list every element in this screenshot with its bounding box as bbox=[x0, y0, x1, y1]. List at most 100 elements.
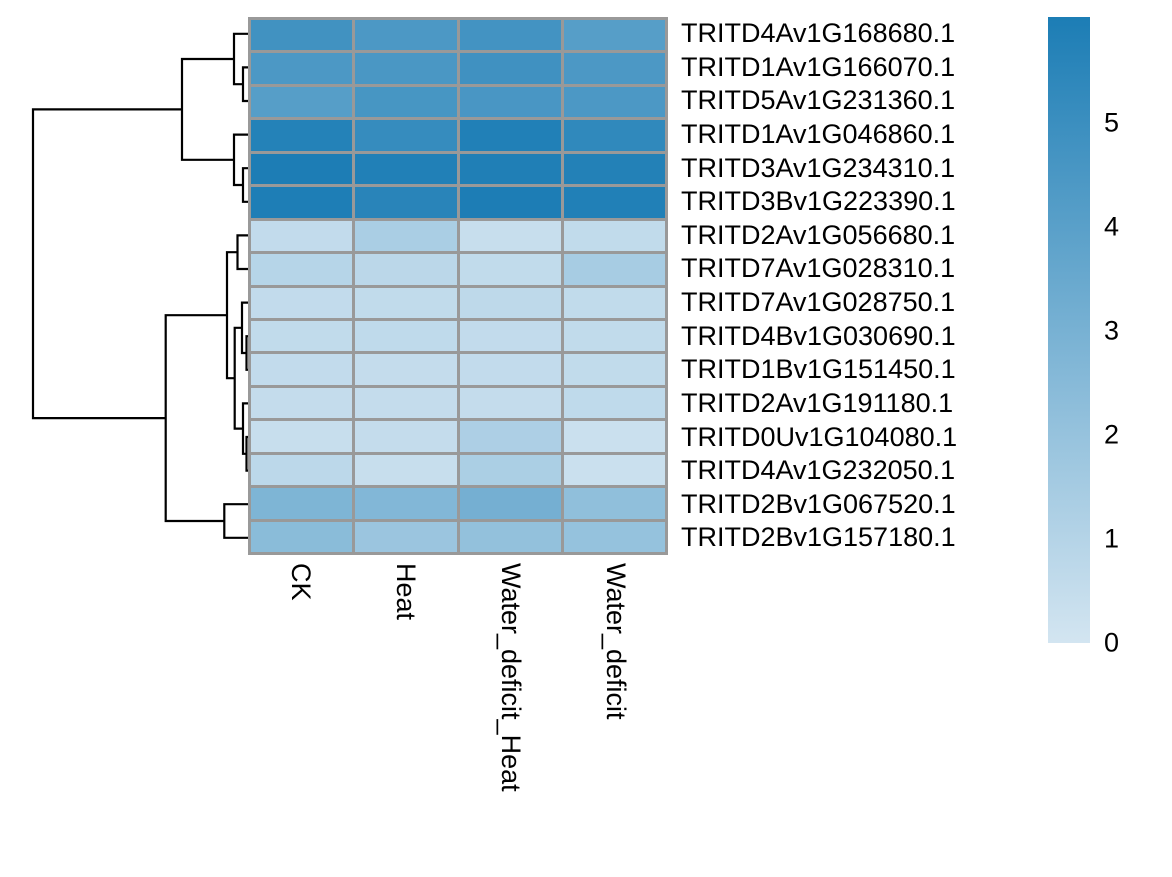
heatmap-cell-r16c3 bbox=[459, 521, 561, 552]
heatmap-cell-r6c4 bbox=[563, 187, 665, 218]
row-labels: TRITD4Av1G168680.1 TRITD1Av1G166070.1 TRIT… bbox=[681, 17, 1041, 555]
heatmap-cell-r15c3 bbox=[459, 488, 561, 519]
colorbar-tick-label: 2 bbox=[1104, 419, 1120, 450]
dendrogram-branch bbox=[223, 503, 248, 539]
heatmap-cell-r7c1 bbox=[251, 220, 353, 252]
heatmap-cell-r7c4 bbox=[563, 220, 665, 252]
heatmap-cell-r10c2 bbox=[355, 320, 457, 352]
heatmap-cell-r3c1 bbox=[251, 86, 353, 118]
heatmap-cell-r1c2 bbox=[355, 20, 457, 51]
row-label: TRITD4Av1G168680.1 bbox=[681, 18, 956, 48]
heatmap-cell-r4c3 bbox=[459, 120, 561, 151]
heatmap-cell-r10c3 bbox=[459, 320, 561, 352]
row-label: TRITD7Av1G028750.1 bbox=[681, 287, 956, 317]
colorbar-tick-label: 4 bbox=[1104, 211, 1120, 242]
heatmap-cell-r8c1 bbox=[251, 254, 353, 285]
dendrogram-branch bbox=[236, 234, 248, 271]
colorbar-tick-label: 5 bbox=[1104, 107, 1120, 138]
heatmap-cell-r16c1 bbox=[251, 521, 353, 552]
heatmap-cell-r1c4 bbox=[563, 20, 665, 51]
dendrogram-branch bbox=[164, 314, 227, 523]
row-label: TRITD5Av1G231360.1 bbox=[681, 85, 956, 116]
heatmap-cell-r11c3 bbox=[459, 354, 561, 385]
heatmap-cell-r1c3 bbox=[459, 20, 561, 51]
heatmap-cell-r14c1 bbox=[251, 454, 353, 486]
heatmap-cell-r9c4 bbox=[563, 287, 665, 318]
heatmap-cell-r3c4 bbox=[563, 86, 665, 118]
heatmap-cell-r2c2 bbox=[355, 53, 457, 84]
row-label: TRITD2Av1G191180.1 bbox=[681, 387, 954, 418]
dendrogram-branch bbox=[232, 133, 248, 187]
row-label: TRITD3Bv1G223390.1 bbox=[681, 186, 956, 217]
column-label: Heat bbox=[391, 563, 421, 621]
row-label: TRITD7Av1G028310.1 bbox=[681, 253, 956, 284]
heatmap-cell-r5c4 bbox=[563, 153, 665, 185]
column-label: CK bbox=[286, 563, 316, 601]
row-dendrogram bbox=[31, 32, 248, 539]
colorbar-tick-label: 0 bbox=[1104, 627, 1120, 658]
colorbar-gradient bbox=[1048, 17, 1090, 643]
heatmap-cell-r15c2 bbox=[355, 488, 457, 519]
heatmap-cell-r10c1 bbox=[251, 320, 353, 352]
heatmap-cell-r13c1 bbox=[251, 421, 353, 452]
dendrogram-branch bbox=[180, 57, 234, 161]
heatmap-cell-r15c1 bbox=[251, 488, 353, 519]
heatmap-cell-r5c1 bbox=[251, 153, 353, 185]
heatmap-cell-r4c4 bbox=[563, 120, 665, 151]
row-label: TRITD3Av1G234310.1 bbox=[681, 152, 956, 183]
heatmap-cell-r13c2 bbox=[355, 421, 457, 452]
heatmap-cell-r3c3 bbox=[459, 86, 561, 118]
dendrogram-branch bbox=[232, 32, 248, 86]
row-label: TRITD4Bv1G030690.1 bbox=[681, 320, 956, 351]
heatmap-cell-r6c3 bbox=[459, 187, 561, 218]
heatmap-cell-r6c2 bbox=[355, 187, 457, 218]
heatmap-cell-r13c3 bbox=[459, 421, 561, 452]
heatmap-cell-r14c2 bbox=[355, 454, 457, 486]
heatmap-cell-r11c1 bbox=[251, 354, 353, 385]
heatmap-cell-r7c3 bbox=[459, 220, 561, 252]
heatmap-cell-r2c1 bbox=[251, 53, 353, 84]
dendrogram-branch bbox=[225, 251, 238, 380]
heatmap-cell-r16c2 bbox=[355, 521, 457, 552]
heatmap-cell-r11c4 bbox=[563, 354, 665, 385]
heatmap-cell-r9c2 bbox=[355, 287, 457, 318]
heatmap-cell-r14c4 bbox=[563, 454, 665, 486]
heatmap-cell-r13c4 bbox=[563, 421, 665, 452]
heatmap-cell-r9c1 bbox=[251, 287, 353, 318]
dendrogram-branch bbox=[31, 108, 182, 420]
heatmap-cell-r16c4 bbox=[563, 521, 665, 552]
heatmap-cell-r15c4 bbox=[563, 488, 665, 519]
colorbar-tick-label: 3 bbox=[1104, 315, 1120, 346]
row-label: TRITD2Bv1G067520.1 bbox=[681, 488, 956, 519]
heatmap-cell-r4c1 bbox=[251, 120, 353, 151]
heatmap-cell-r1c1 bbox=[251, 20, 353, 51]
row-label: TRITD2Bv1G157180.1 bbox=[681, 522, 956, 553]
column-label: Water_deficit bbox=[601, 563, 631, 720]
heatmap-cell-r5c2 bbox=[355, 153, 457, 185]
colorbar-tick-label: 1 bbox=[1104, 523, 1120, 554]
heatmap-cell-r9c3 bbox=[459, 287, 561, 318]
heatmap-cell-r5c3 bbox=[459, 153, 561, 185]
row-label: TRITD1Av1G046860.1 bbox=[681, 118, 956, 149]
heatmap-cell-r10c4 bbox=[563, 320, 665, 352]
row-label: TRITD4Av1G232050.1 bbox=[681, 455, 956, 486]
heatmap-cell-r12c4 bbox=[563, 387, 665, 419]
row-label: TRITD2Av1G056680.1 bbox=[681, 219, 956, 250]
heatmap-cell-r14c3 bbox=[459, 454, 561, 486]
heatmap-cell-r2c3 bbox=[459, 53, 561, 84]
heatmap-grid bbox=[248, 17, 668, 555]
heatmap-cell-r2c4 bbox=[563, 53, 665, 84]
heatmap-cell-r3c2 bbox=[355, 86, 457, 118]
column-label: Water_deficit_Heat bbox=[496, 563, 526, 792]
heatmap-cell-r8c2 bbox=[355, 254, 457, 285]
row-label: TRITD1Bv1G151450.1 bbox=[681, 354, 956, 385]
heatmap-cell-r12c1 bbox=[251, 387, 353, 419]
heatmap-cell-r11c2 bbox=[355, 354, 457, 385]
row-label: TRITD0Uv1G104080.1 bbox=[681, 421, 958, 452]
heatmap-cell-r7c2 bbox=[355, 220, 457, 252]
heatmap-cell-r4c2 bbox=[355, 120, 457, 151]
heatmap-cell-r8c4 bbox=[563, 254, 665, 285]
heatmap-cell-r8c3 bbox=[459, 254, 561, 285]
heatmap-cell-r12c2 bbox=[355, 387, 457, 419]
